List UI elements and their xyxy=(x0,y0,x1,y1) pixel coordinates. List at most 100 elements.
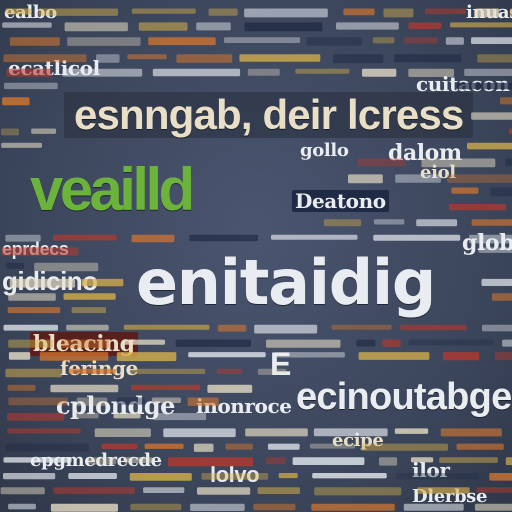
filler-glyph-block xyxy=(494,352,512,361)
filler-glyph-block xyxy=(254,324,318,334)
filler-glyph-block xyxy=(490,187,512,197)
filler-glyph-block xyxy=(356,339,376,347)
word-feringe: feringe xyxy=(60,356,138,380)
filler-glyph-block xyxy=(163,428,236,438)
filler-glyph-block xyxy=(188,352,266,358)
filler-glyph-block xyxy=(3,324,58,331)
filler-glyph-block xyxy=(0,487,45,495)
filler-glyph-block xyxy=(244,22,323,32)
filler-glyph-block xyxy=(333,54,384,64)
filler-glyph-block xyxy=(2,22,52,28)
filler-glyph-block xyxy=(190,503,245,511)
filler-glyph-block xyxy=(197,487,251,495)
word-glob: glob xyxy=(462,230,512,256)
filler-glyph-block xyxy=(445,37,464,45)
word-dlerbse: Dlerbse xyxy=(412,486,488,507)
filler-glyph-block xyxy=(424,8,466,15)
filler-glyph-block xyxy=(101,443,138,449)
filler-glyph-block xyxy=(208,8,238,16)
filler-glyph-block xyxy=(450,22,512,28)
filler-glyph-block xyxy=(253,503,296,511)
filler-glyph-block xyxy=(138,22,188,31)
filler-glyph-block xyxy=(131,234,175,243)
word-dalom: dalom xyxy=(388,140,462,166)
word-eprdecs: eprdecs xyxy=(2,239,69,259)
filler-glyph-block xyxy=(247,68,280,76)
filler-glyph-block xyxy=(383,8,414,18)
filler-glyph-block xyxy=(500,97,512,105)
filler-glyph-block xyxy=(442,352,480,361)
filler-glyph-block xyxy=(311,503,395,511)
filler-glyph-block xyxy=(448,204,507,211)
filler-glyph-block xyxy=(372,37,395,44)
filler-glyph-block xyxy=(217,324,247,332)
filler-glyph-block xyxy=(129,473,192,481)
filler-glyph-block xyxy=(176,54,233,63)
filler-glyph-block xyxy=(482,324,512,332)
filler-glyph-block xyxy=(440,428,502,437)
filler-glyph-block xyxy=(408,339,494,346)
filler-glyph-block xyxy=(331,324,392,330)
filler-glyph-block xyxy=(9,37,60,46)
filler-glyph-block xyxy=(314,487,402,496)
filler-glyph-block xyxy=(477,54,512,63)
filler-glyph-block xyxy=(292,457,365,465)
word-gidicino: gidicino xyxy=(2,266,98,296)
filler-glyph-block xyxy=(278,473,298,479)
word-ecatlicol: ecatlicol xyxy=(8,56,100,80)
word-eiol: eiol xyxy=(420,162,456,183)
filler-glyph-block xyxy=(373,234,461,241)
filler-glyph-block xyxy=(2,97,30,106)
filler-glyph-block xyxy=(123,324,210,330)
filler-glyph-block xyxy=(131,368,206,374)
filler-glyph-block xyxy=(358,352,430,360)
filler-glyph-block xyxy=(4,82,58,90)
filler-glyph-block xyxy=(94,428,151,437)
filler-glyph-block xyxy=(394,54,462,63)
filler-glyph-block xyxy=(456,443,504,450)
word-ecipe: ecipe xyxy=(332,430,384,451)
filler-glyph-block xyxy=(382,339,401,347)
filler-glyph-block xyxy=(31,128,57,134)
filler-glyph-block xyxy=(67,37,141,46)
filler-glyph-block xyxy=(467,142,512,150)
filler-glyph-block xyxy=(53,487,135,494)
filler-glyph-block xyxy=(244,8,328,18)
word-esnngab: esnngab, deir lcress xyxy=(64,92,474,138)
filler-glyph-block xyxy=(266,457,286,465)
word-e: E xyxy=(270,346,291,382)
filler-glyph-block xyxy=(5,368,62,378)
filler-glyph-block xyxy=(217,368,243,374)
word-ealbo: ealbo xyxy=(4,2,57,23)
filler-glyph-block xyxy=(224,37,301,43)
filler-glyph-block xyxy=(131,8,196,14)
filler-glyph-block xyxy=(505,457,512,466)
filler-glyph-block xyxy=(447,174,512,183)
filler-glyph-block xyxy=(471,37,512,44)
filler-glyph-block xyxy=(408,22,442,29)
filler-glyph-block xyxy=(336,22,399,30)
filler-glyph-block xyxy=(71,307,106,314)
word-ecinoutabge: ecinoutabge xyxy=(296,376,512,418)
filler-glyph-block xyxy=(416,219,458,227)
filler-glyph-block xyxy=(130,384,200,391)
filler-glyph-block xyxy=(8,352,31,360)
filler-glyph-block xyxy=(207,384,253,393)
filler-glyph-block xyxy=(7,428,81,434)
filler-glyph-block xyxy=(394,428,429,434)
word-gollo: gollo xyxy=(300,140,349,161)
filler-glyph-block xyxy=(451,187,479,194)
filler-glyph-block xyxy=(225,443,253,450)
filler-glyph-block xyxy=(362,68,397,77)
filler-glyph-block xyxy=(50,503,118,512)
filler-glyph-block xyxy=(8,503,36,510)
filler-glyph-block xyxy=(144,443,184,449)
filler-glyph-block xyxy=(0,128,19,136)
filler-glyph-block xyxy=(481,278,512,286)
word-lolvo: lolvo xyxy=(210,462,260,487)
filler-glyph-block xyxy=(343,8,375,16)
word-deatono: Deatono xyxy=(292,190,389,212)
filler-glyph-block xyxy=(271,234,358,240)
filler-glyph-block xyxy=(68,473,117,479)
